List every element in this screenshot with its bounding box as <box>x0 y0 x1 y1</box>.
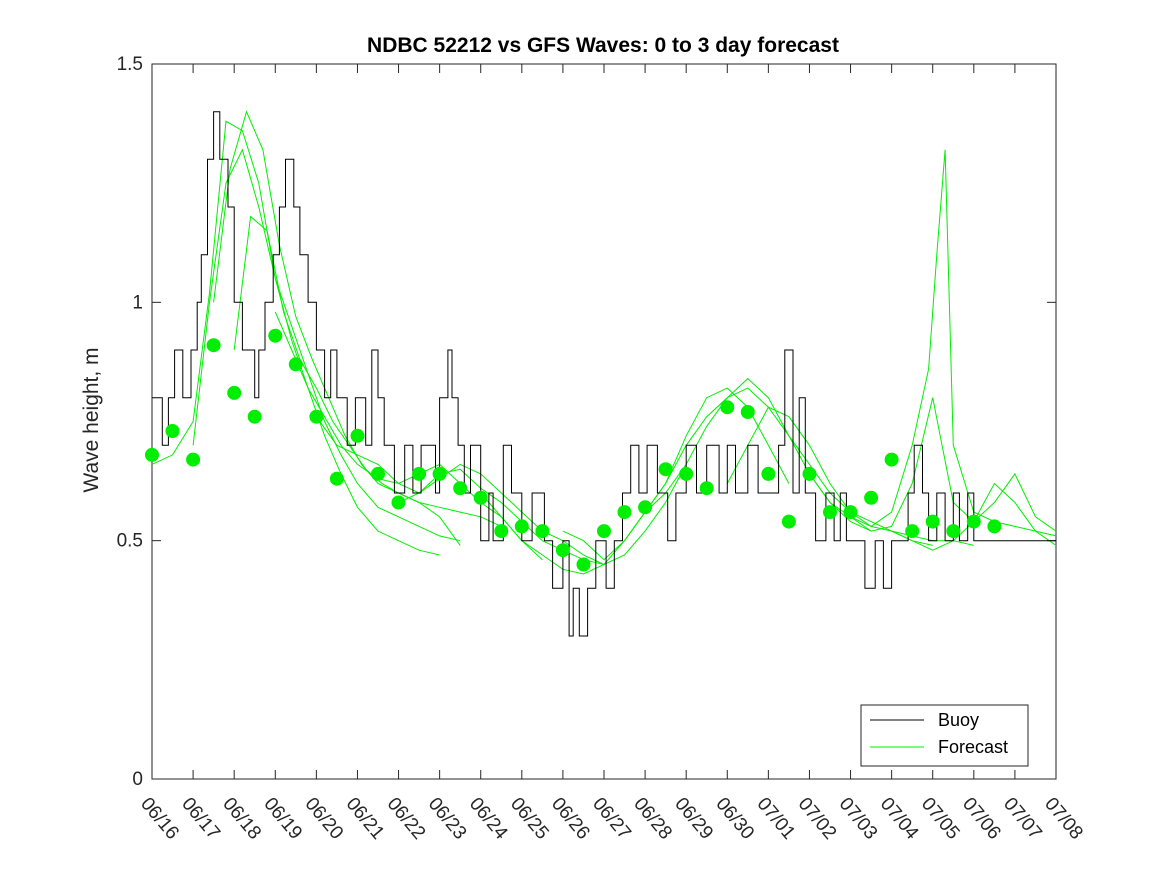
x-tick-label: 07/05 <box>917 794 964 844</box>
y-tick-label: 1.5 <box>117 54 143 75</box>
forecast-point <box>165 424 180 438</box>
forecast-point <box>781 514 796 529</box>
forecast-point <box>802 466 817 481</box>
x-tick-label: 07/03 <box>835 794 882 844</box>
legend-buoy-label: Buoy <box>938 710 979 730</box>
x-tick-label: 07/07 <box>999 794 1046 844</box>
forecast-point <box>597 524 611 539</box>
x-tick-label: 06/21 <box>342 794 389 844</box>
y-tick-label: 0 <box>132 769 143 790</box>
forecast-point <box>905 524 920 539</box>
plot-area <box>151 63 1057 780</box>
x-tick-label: 06/29 <box>670 794 717 844</box>
forecast-point <box>473 490 488 505</box>
y-axis-label: Wave height, m <box>80 347 103 492</box>
legend-forecast-label: Forecast <box>938 737 1008 757</box>
forecast-run-line <box>398 464 687 566</box>
legend-box <box>860 704 1029 767</box>
x-tick-label: 06/16 <box>136 794 183 844</box>
forecast-point <box>864 490 879 505</box>
forecast-run-line <box>192 148 461 542</box>
x-tick-label: 06/27 <box>588 794 635 844</box>
forecast-point <box>145 447 159 462</box>
forecast-point <box>576 557 591 572</box>
x-tick-label: 06/18 <box>218 794 265 844</box>
forecast-point <box>966 514 981 529</box>
forecast-point <box>761 466 776 481</box>
forecast-point <box>946 524 961 539</box>
chart-title: NDBC 52212 vs GFS Waves: 0 to 3 day fore… <box>367 34 839 57</box>
x-tick-label: 07/02 <box>794 794 841 844</box>
forecast-point <box>720 400 735 415</box>
forecast-point <box>823 505 837 520</box>
forecast-point <box>679 466 694 481</box>
x-tick-label: 06/19 <box>259 794 306 844</box>
forecast-point <box>925 514 940 529</box>
x-tick-label: 06/28 <box>629 794 676 844</box>
forecast-point <box>412 466 427 481</box>
forecast-points <box>145 328 1002 572</box>
y-tick-label: 0.5 <box>117 531 143 552</box>
forecast-point <box>514 519 529 534</box>
x-tick-label: 06/17 <box>177 794 224 844</box>
x-tick-label: 06/20 <box>301 794 348 844</box>
forecast-run-line <box>274 311 543 561</box>
x-tick-label: 06/25 <box>506 794 553 844</box>
forecast-point <box>884 452 899 467</box>
forecast-point <box>309 409 324 424</box>
forecast-run-line <box>809 149 1057 537</box>
forecast-point <box>535 524 550 539</box>
y-tick-label: 1 <box>132 292 143 313</box>
forecast-point <box>658 462 673 477</box>
forecast-point <box>268 328 283 343</box>
x-tick-label: 06/22 <box>383 794 430 844</box>
forecast-point <box>555 543 570 558</box>
forecast-point <box>288 357 303 372</box>
forecast-runs <box>151 110 1057 575</box>
x-tick-label: 07/01 <box>753 794 800 844</box>
legend: Buoy Forecast <box>860 704 1029 767</box>
buoy-series <box>152 111 1056 637</box>
forecast-run-line <box>315 416 605 565</box>
y-ticks: 0 0.5 1 1.5 <box>117 54 1056 790</box>
x-tick-label: 06/30 <box>711 794 758 844</box>
forecast-point <box>206 338 221 353</box>
forecast-point <box>617 505 632 520</box>
forecast-point <box>227 385 242 400</box>
forecast-point <box>987 519 1002 534</box>
forecast-point <box>247 409 262 424</box>
forecast-point <box>329 471 344 486</box>
buoy-line <box>152 111 1056 637</box>
forecast-point <box>186 452 201 467</box>
forecast-point <box>350 428 365 443</box>
forecast-point <box>371 466 385 481</box>
forecast-point <box>740 405 755 419</box>
x-tick-label: 06/26 <box>547 794 594 844</box>
forecast-run-line <box>233 215 502 527</box>
axes-box <box>151 63 1057 780</box>
x-tick-label: 06/24 <box>465 794 512 844</box>
x-tick-label: 07/06 <box>958 794 1005 844</box>
x-tick-label: 06/23 <box>424 794 471 844</box>
x-tick-label: 07/04 <box>876 794 923 844</box>
forecast-point <box>699 481 714 496</box>
forecast-point <box>843 505 858 520</box>
forecast-point <box>432 466 447 481</box>
forecast-point <box>494 524 509 539</box>
forecast-point <box>453 481 468 496</box>
forecast-point <box>638 500 653 515</box>
forecast-point <box>391 495 406 510</box>
x-tick-label: 07/08 <box>1040 794 1087 844</box>
forecast-run-line <box>151 120 440 556</box>
